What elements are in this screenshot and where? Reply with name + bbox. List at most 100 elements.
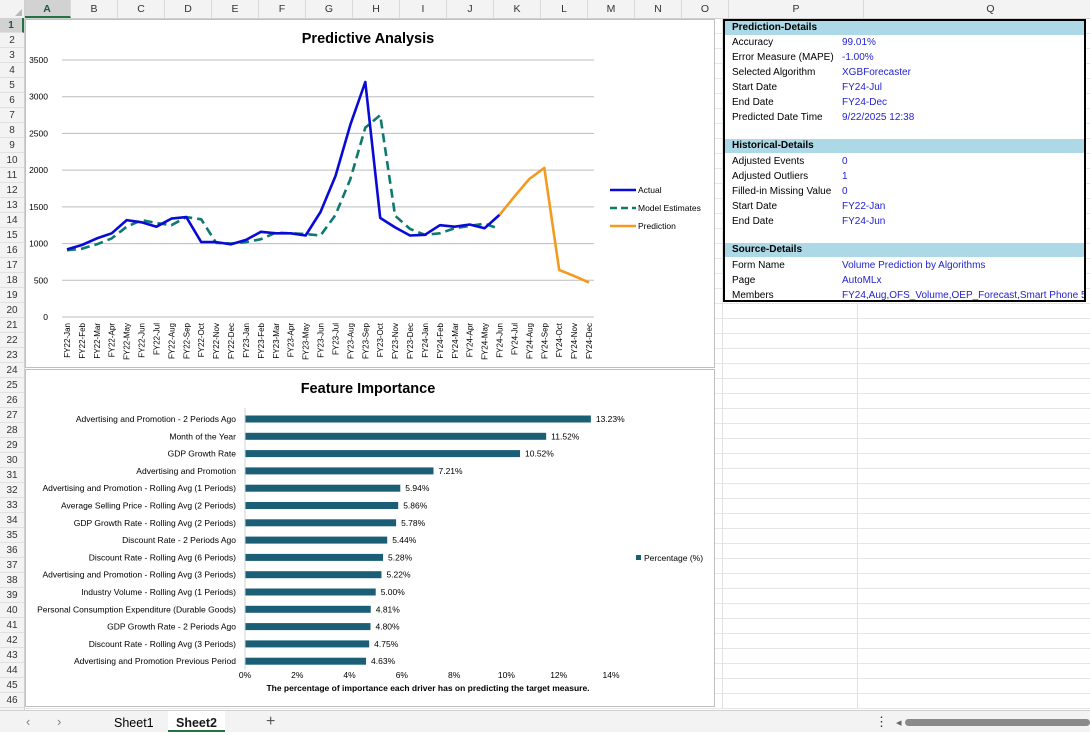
row-header-4[interactable]: 4 xyxy=(0,63,24,78)
row-header-34[interactable]: 34 xyxy=(0,513,24,528)
x-tick-label: FY24-Apr xyxy=(466,323,475,358)
bar-value-label: 5.86% xyxy=(403,501,428,511)
horizontal-scrollbar[interactable] xyxy=(905,719,1090,726)
bar xyxy=(245,571,382,579)
column-header-c[interactable]: C xyxy=(118,0,165,18)
row-header-18[interactable]: 18 xyxy=(0,273,24,288)
row-header-44[interactable]: 44 xyxy=(0,663,24,678)
row-header-23[interactable]: 23 xyxy=(0,348,24,363)
row-header-21[interactable]: 21 xyxy=(0,318,24,333)
row-header-22[interactable]: 22 xyxy=(0,333,24,348)
row-header-46[interactable]: 46 xyxy=(0,693,24,708)
row-header-9[interactable]: 9 xyxy=(0,138,24,153)
column-header-d[interactable]: D xyxy=(165,0,212,18)
column-header-e[interactable]: E xyxy=(212,0,259,18)
column-header-p[interactable]: P xyxy=(729,0,864,18)
row-header-10[interactable]: 10 xyxy=(0,153,24,168)
column-header-j[interactable]: J xyxy=(447,0,494,18)
bar xyxy=(245,605,371,613)
row-header-7[interactable]: 7 xyxy=(0,108,24,123)
column-header-m[interactable]: M xyxy=(588,0,635,18)
row-header-33[interactable]: 33 xyxy=(0,498,24,513)
row-header-42[interactable]: 42 xyxy=(0,633,24,648)
row-header-8[interactable]: 8 xyxy=(0,123,24,138)
tab-sheet2[interactable]: Sheet2 xyxy=(168,711,225,732)
column-header-f[interactable]: F xyxy=(259,0,306,18)
row-header-14[interactable]: 14 xyxy=(0,213,24,228)
legend-label: Percentage (%) xyxy=(644,553,703,563)
feature-importance-chart[interactable]: Feature Importance Advertising and Promot… xyxy=(25,369,715,707)
scroll-left-icon[interactable]: ◂ xyxy=(896,717,902,729)
column-header-a[interactable]: A xyxy=(24,0,71,18)
row-header-35[interactable]: 35 xyxy=(0,528,24,543)
row-header-5[interactable]: 5 xyxy=(0,78,24,93)
y-tick-label: 500 xyxy=(34,275,48,285)
row-header-6[interactable]: 6 xyxy=(0,93,24,108)
column-header-h[interactable]: H xyxy=(353,0,400,18)
category-label: Advertising and Promotion Previous Perio… xyxy=(74,656,236,666)
x-tick-label: 4% xyxy=(343,670,356,680)
historical-value: 0 xyxy=(842,186,848,197)
row-header-13[interactable]: 13 xyxy=(0,198,24,213)
column-header-i[interactable]: I xyxy=(400,0,447,18)
column-header-g[interactable]: G xyxy=(306,0,353,18)
row-header-40[interactable]: 40 xyxy=(0,603,24,618)
row-header-30[interactable]: 30 xyxy=(0,453,24,468)
row-header-39[interactable]: 39 xyxy=(0,588,24,603)
row-header-26[interactable]: 26 xyxy=(0,393,24,408)
row-header-27[interactable]: 27 xyxy=(0,408,24,423)
previous-sheet-icon[interactable]: ‹ xyxy=(26,714,31,729)
row-header-19[interactable]: 19 xyxy=(0,288,24,303)
y-tick-label: 1500 xyxy=(29,202,48,212)
bar-value-label: 4.63% xyxy=(371,656,396,666)
row-header-16[interactable]: 16 xyxy=(0,243,24,258)
historical-label: Start Date xyxy=(732,201,778,212)
more-options-icon[interactable]: ⋮ xyxy=(875,714,888,729)
row-header-20[interactable]: 20 xyxy=(0,303,24,318)
row-header-32[interactable]: 32 xyxy=(0,483,24,498)
predictive-analysis-chart[interactable]: Predictive Analysis 0 500 1000 1500 2000 2500 3… xyxy=(25,19,715,368)
tab-sheet1[interactable]: Sheet1 xyxy=(114,716,154,730)
category-label: Discount Rate - 2 Periods Ago xyxy=(122,535,236,545)
row-header-43[interactable]: 43 xyxy=(0,648,24,663)
bar-value-label: 4.80% xyxy=(375,622,400,632)
row-header-17[interactable]: 17 xyxy=(0,258,24,273)
historical-label: End Date xyxy=(732,216,774,227)
column-header-k[interactable]: K xyxy=(494,0,541,18)
category-label: Advertising and Promotion - Rolling Avg … xyxy=(42,570,236,580)
row-header-31[interactable]: 31 xyxy=(0,468,24,483)
row-header-15[interactable]: 15 xyxy=(0,228,24,243)
prediction-label: Accuracy xyxy=(732,37,774,48)
row-header-29[interactable]: 29 xyxy=(0,438,24,453)
row-header-3[interactable]: 3 xyxy=(0,48,24,63)
row-header-38[interactable]: 38 xyxy=(0,573,24,588)
column-header-q[interactable]: Q xyxy=(864,0,1090,18)
column-header-n[interactable]: N xyxy=(635,0,682,18)
next-sheet-icon[interactable]: › xyxy=(57,714,62,729)
bar xyxy=(245,640,370,648)
y-tick-label: 0 xyxy=(43,312,48,322)
row-header-12[interactable]: 12 xyxy=(0,183,24,198)
row-header-24[interactable]: 24 xyxy=(0,363,24,378)
bar-value-label: 5.78% xyxy=(401,518,426,528)
select-all-button[interactable] xyxy=(0,0,25,19)
row-header-36[interactable]: 36 xyxy=(0,543,24,558)
x-tick-label: 2% xyxy=(291,670,304,680)
row-header-37[interactable]: 37 xyxy=(0,558,24,573)
column-header-l[interactable]: L xyxy=(541,0,588,18)
bar-value-label: 5.44% xyxy=(392,535,417,545)
row-header-2[interactable]: 2 xyxy=(0,33,24,48)
column-header-o[interactable]: O xyxy=(682,0,729,18)
legend-label: Prediction xyxy=(638,221,676,231)
column-header-b[interactable]: B xyxy=(71,0,118,18)
row-header-41[interactable]: 41 xyxy=(0,618,24,633)
row-header-45[interactable]: 45 xyxy=(0,678,24,693)
row-header-11[interactable]: 11 xyxy=(0,168,24,183)
row-header-25[interactable]: 25 xyxy=(0,378,24,393)
x-tick-label: FY23-Mar xyxy=(272,323,281,359)
bar-value-label: 5.00% xyxy=(381,587,406,597)
row-header-28[interactable]: 28 xyxy=(0,423,24,438)
add-sheet-button[interactable]: + xyxy=(266,713,276,730)
row-header-1[interactable]: 1 xyxy=(0,18,24,33)
